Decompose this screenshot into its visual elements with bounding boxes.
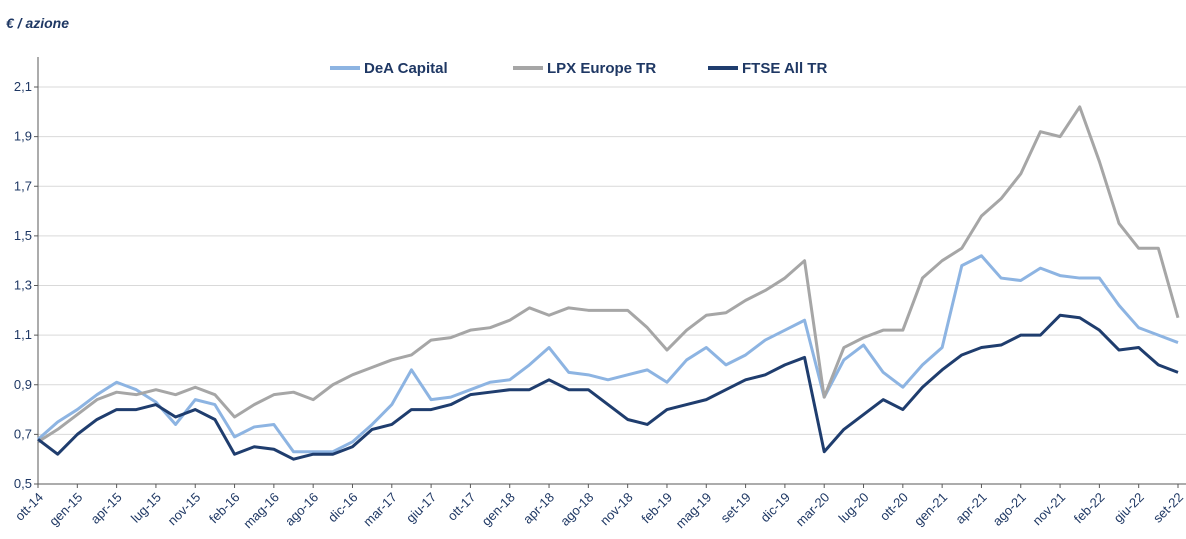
y-tick-label: 1,1: [14, 327, 32, 342]
y-tick-label: 2,1: [14, 79, 32, 94]
x-tick-label: gen-21: [911, 490, 950, 529]
x-tick-label: set-22: [1150, 490, 1186, 526]
x-tick-label: dic-16: [325, 490, 361, 526]
x-tick-label: apr-18: [520, 490, 557, 527]
x-tick-label: gen-18: [479, 490, 518, 529]
x-tick-label: ott-17: [444, 490, 478, 524]
x-tick-label: gen-15: [46, 490, 85, 529]
y-tick-label: 1,9: [14, 129, 32, 144]
x-tick-label: ott-20: [877, 490, 911, 524]
y-tick-label: 0,5: [14, 476, 32, 491]
x-tick-label: ago-18: [557, 490, 596, 529]
series-line: [37, 105, 1180, 444]
legend-label: DeA Capital: [364, 60, 448, 77]
x-tick-label: feb-22: [1071, 490, 1108, 527]
y-tick-label: 0,7: [14, 426, 32, 441]
x-tick-label: apr-21: [952, 490, 989, 527]
series-line: [37, 254, 1179, 454]
x-tick-label: giu-22: [1111, 490, 1147, 526]
x-tick-label: nov-21: [1029, 490, 1068, 529]
x-tick-label: dic-19: [757, 490, 793, 526]
chart-title: € / azione: [6, 15, 69, 31]
x-tick-label: mag-16: [240, 490, 282, 532]
legend-label: FTSE All TR: [742, 60, 827, 77]
x-tick-label: nov-18: [597, 490, 636, 529]
x-tick-label: mar-20: [793, 490, 833, 530]
x-tick-label: lug-15: [128, 490, 164, 526]
x-tick-label: lug-20: [835, 490, 871, 526]
x-tick-label: ago-21: [990, 490, 1029, 529]
y-tick-label: 1,5: [14, 228, 32, 243]
x-tick-label: apr-15: [88, 490, 125, 527]
x-tick-label: ott-14: [12, 490, 46, 524]
x-tick-label: feb-19: [638, 490, 675, 527]
legend-label: LPX Europe TR: [547, 60, 656, 77]
x-tick-label: mar-17: [360, 490, 400, 530]
x-tick-label: ago-16: [282, 490, 321, 529]
x-tick-label: giu-17: [403, 490, 439, 526]
series-line: [37, 313, 1179, 461]
x-tick-label: nov-15: [165, 490, 204, 529]
y-tick-label: 0,9: [14, 377, 32, 392]
y-tick-label: 1,3: [14, 278, 32, 293]
x-tick-label: mag-19: [673, 490, 715, 532]
x-tick-label: feb-16: [206, 490, 243, 527]
y-tick-label: 1,7: [14, 178, 32, 193]
x-tick-label: set-19: [718, 490, 754, 526]
